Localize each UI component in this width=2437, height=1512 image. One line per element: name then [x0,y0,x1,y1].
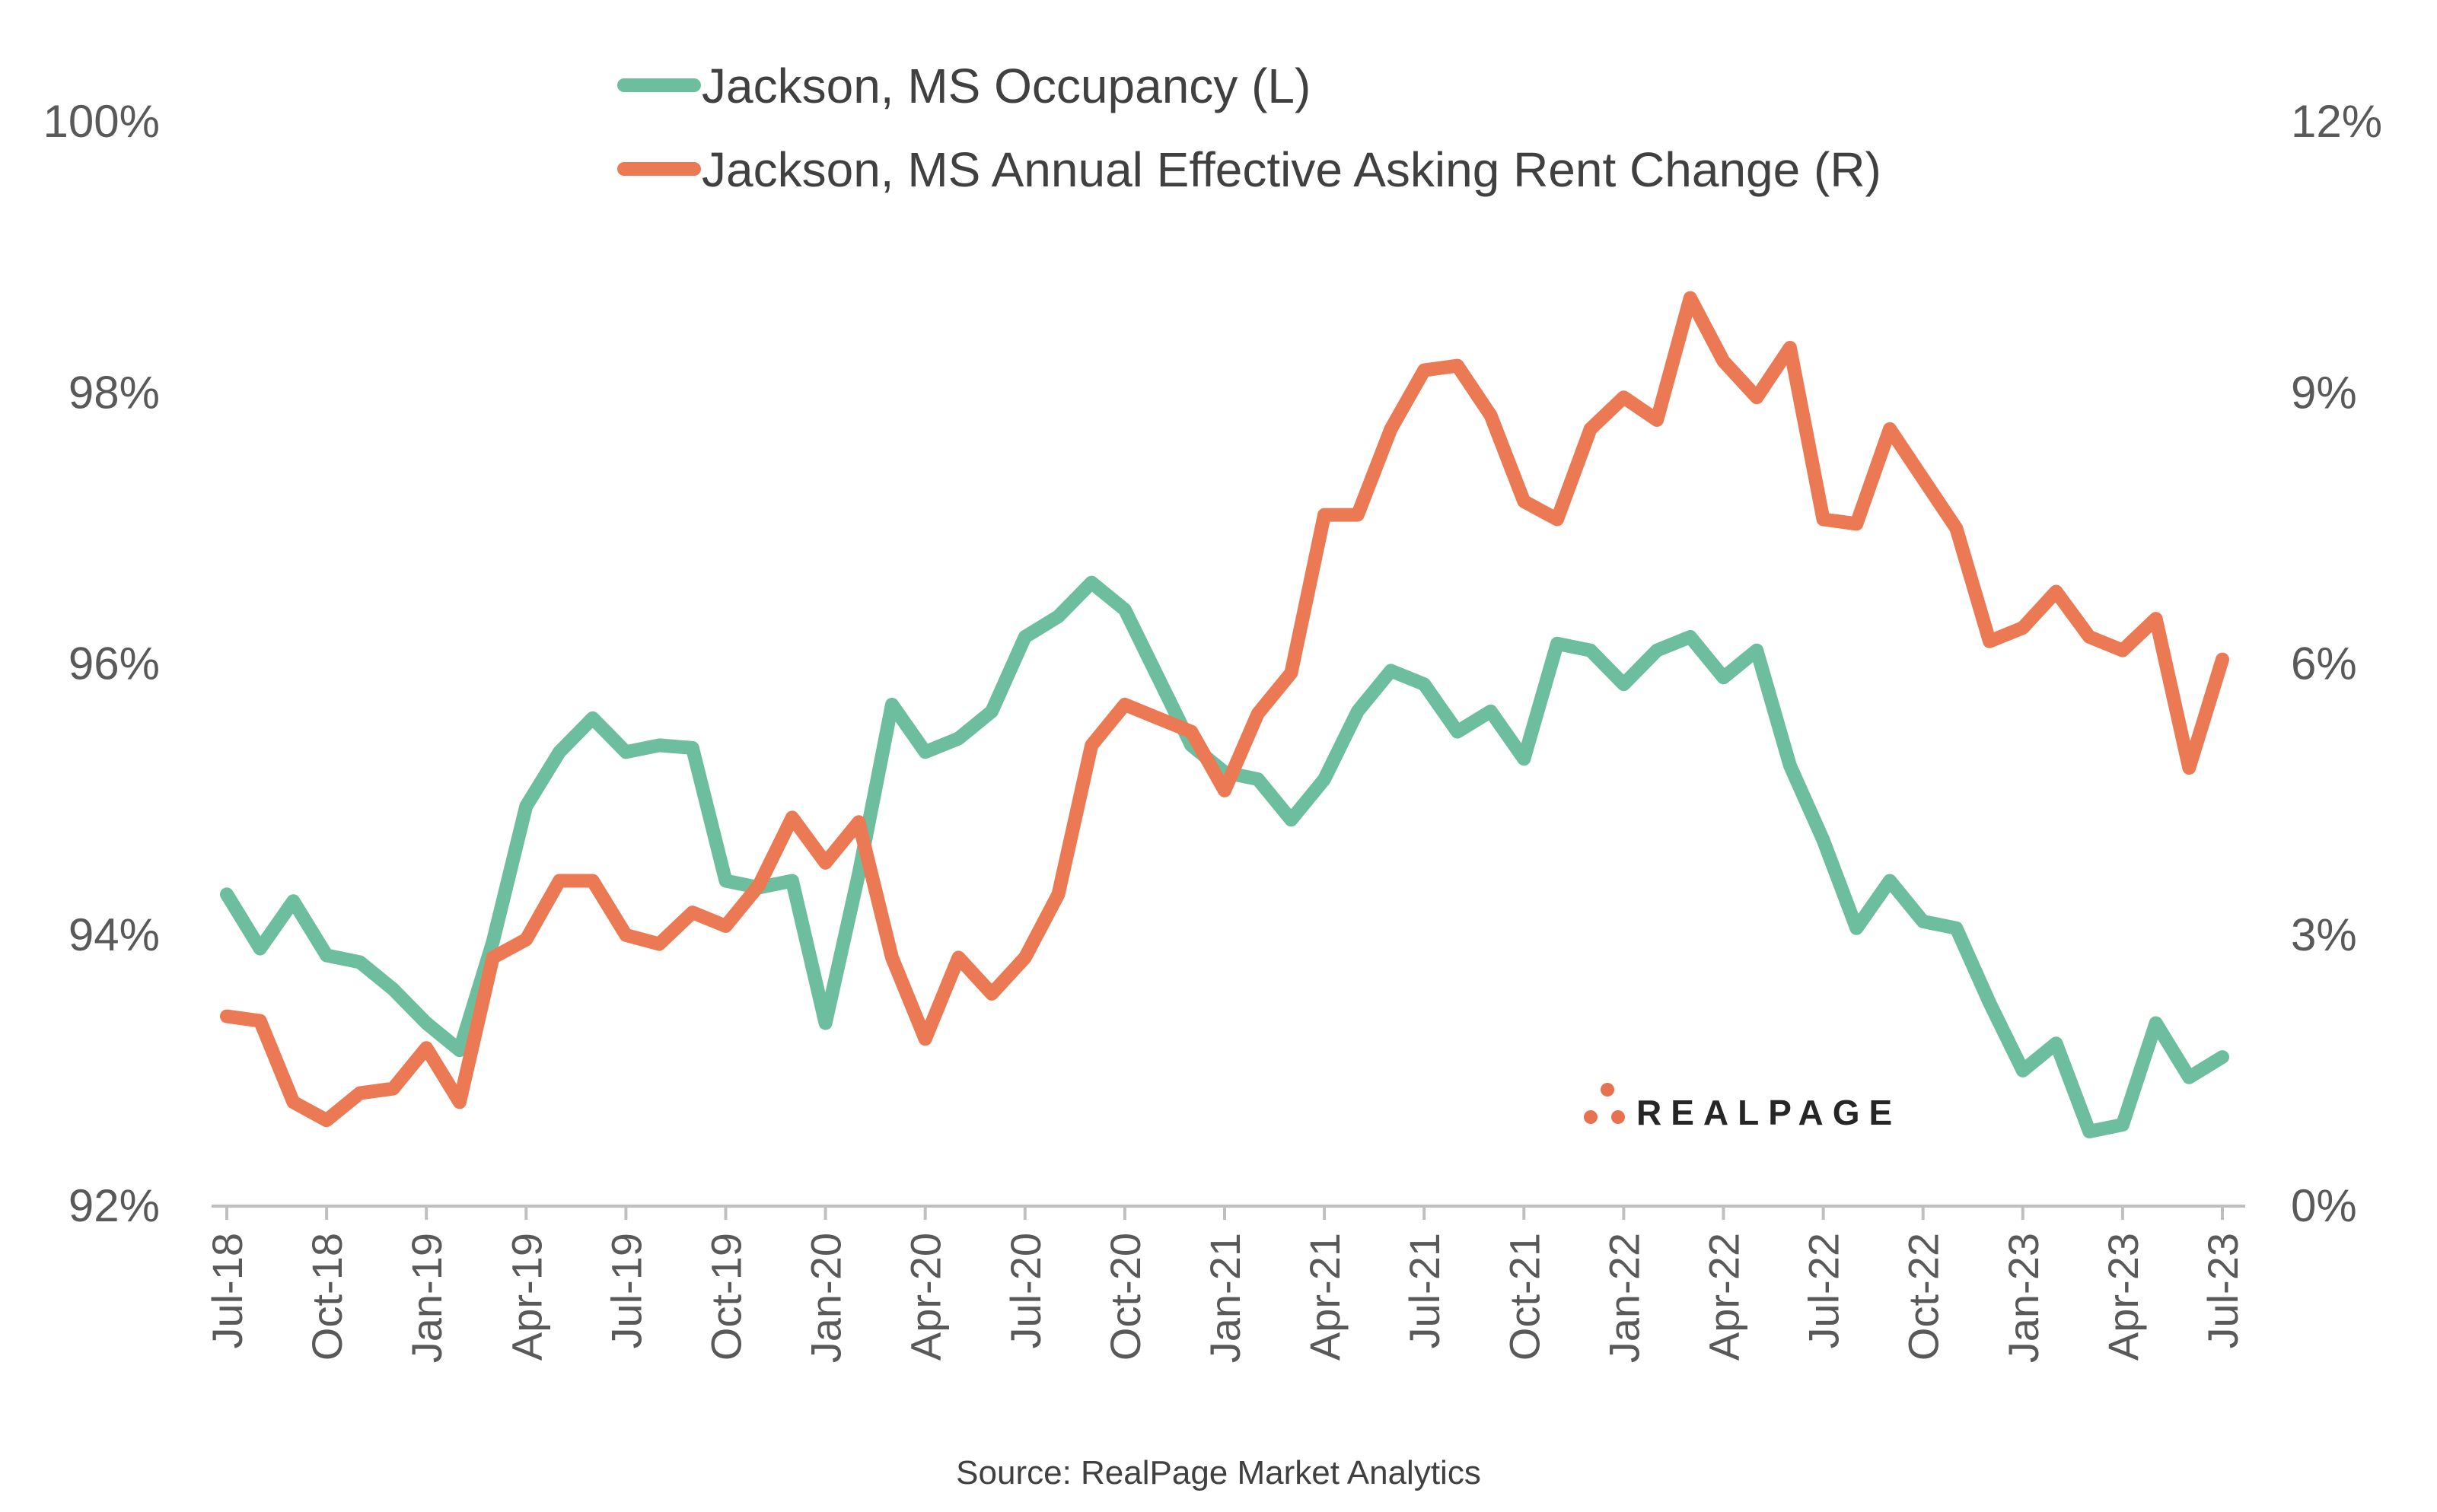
right-y-tick-label: 0% [2291,1180,2357,1231]
x-tick-label: Apr-23 [2099,1233,2147,1361]
series-line-rent-change [220,291,2229,1128]
left-y-tick-label: 92% [68,1180,160,1231]
legend: Jackson, MS Occupancy (L) Jackson, MS An… [617,59,1881,197]
logo-dot-right [1611,1110,1625,1124]
left-y-tick-label: 96% [68,638,160,689]
right-y-tick-label: 3% [2291,909,2357,960]
x-tick-label: Jul-20 [1002,1233,1050,1349]
x-tick-label: Jul-21 [1400,1233,1448,1349]
x-tick-label: Jan-23 [1999,1233,2047,1363]
x-tick-label: Jul-19 [602,1233,650,1349]
logo-dot-left [1584,1110,1598,1124]
x-tick-label: Oct-21 [1500,1233,1548,1361]
left-y-tick-label: 98% [68,367,160,418]
x-tick-label: Oct-19 [702,1233,750,1361]
x-tick-label: Jul-23 [2199,1233,2247,1349]
left-y-tick-label: 94% [68,909,160,960]
right-y-tick-label: 6% [2291,638,2357,689]
realpage-logo: REALPAGE [1584,1083,1901,1132]
x-tick-label: Oct-22 [1900,1233,1948,1361]
source-note: Source: RealPage Market Analytics [956,1454,1481,1491]
legend-label-occupancy: Jackson, MS Occupancy (L) [702,59,1311,113]
x-tick-label: Apr-19 [502,1233,550,1361]
series-line-occupancy [220,575,2229,1138]
x-tick-label: Apr-21 [1301,1233,1349,1361]
right-y-tick-label: 12% [2291,96,2382,147]
x-tick-label: Oct-20 [1101,1233,1149,1361]
left-y-axis: 92% 94% 96% 98% 100% [43,96,160,1231]
right-y-axis: 0% 3% 6% 9% 12% [2291,96,2382,1231]
x-tick-label: Apr-22 [1700,1233,1748,1361]
x-tick-label: Jul-18 [203,1233,251,1349]
x-tick-label: Jul-22 [1800,1233,1848,1349]
left-y-tick-label: 100% [43,96,160,147]
right-y-tick-label: 9% [2291,367,2357,418]
x-tick-label: Apr-20 [902,1233,950,1361]
logo-dot-top [1601,1083,1614,1097]
legend-label-rent-change: Jackson, MS Annual Effective Asking Rent… [702,142,1881,197]
logo-wordmark: REALPAGE [1636,1093,1901,1132]
x-tick-label: Jan-20 [802,1233,850,1363]
x-tick-label: Jan-19 [403,1233,451,1363]
x-axis: Jul-18 Oct-18 Jan-19 Apr-19 Jul-19 Oct-19 Jan-… [203,1206,2247,1363]
x-tick-label: Jan-22 [1600,1233,1648,1363]
x-tick-label: Oct-18 [303,1233,351,1361]
x-tick-label: Jan-21 [1201,1233,1249,1363]
